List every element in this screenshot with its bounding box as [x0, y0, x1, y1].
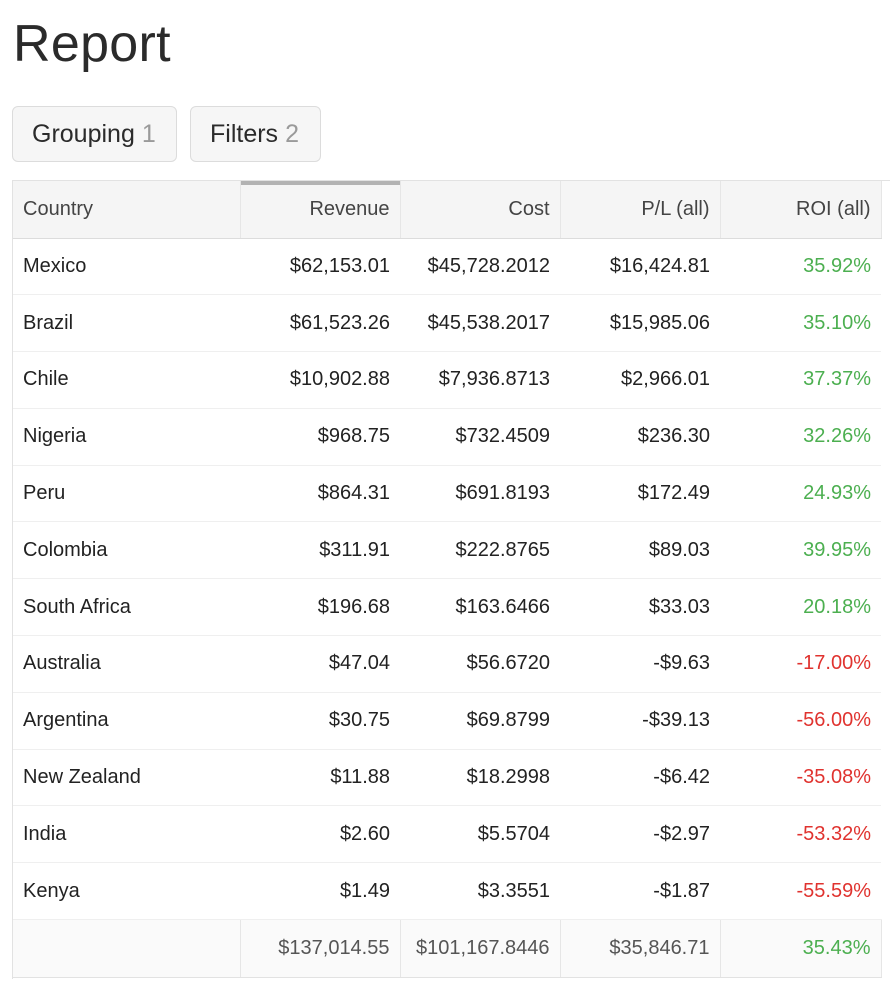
revenue-cell: $968.75 [240, 408, 400, 466]
roi-cell: 20.18% [720, 578, 881, 637]
revenue-cell: $1.49 [240, 862, 400, 921]
pl-cell: $15,985.06 [560, 294, 720, 353]
table-header-row: Country Revenue Cost P/L (all) ROI (all) [13, 181, 882, 239]
filters-label: Filters [210, 119, 279, 148]
page-title: Report [13, 15, 171, 73]
country-cell: Kenya [13, 862, 240, 921]
country-cell: Brazil [13, 294, 240, 353]
pl-cell: $89.03 [560, 521, 720, 580]
table-row[interactable]: Kenya $1.49 $3.3551 -$1.87 -55.59% [13, 862, 881, 921]
revenue-cell: $10,902.88 [240, 351, 400, 409]
grouping-count: 1 [141, 119, 156, 148]
table-row[interactable]: Brazil $61,523.26 $45,538.2017 $15,985.06 35… [13, 294, 881, 353]
cost-cell: $7,936.8713 [400, 351, 560, 409]
cost-cell: $18.2998 [400, 749, 560, 807]
revenue-cell: $47.04 [240, 635, 400, 693]
column-header-revenue[interactable]: Revenue [240, 181, 401, 239]
totals-country-cell [13, 919, 241, 979]
table-row[interactable]: New Zealand $11.88 $18.2998 -$6.42 -35.08% [13, 749, 881, 807]
table-row[interactable]: South Africa $196.68 $163.6466 $33.03 20.18% [13, 578, 881, 637]
pl-cell: -$2.97 [560, 805, 720, 864]
country-cell: Peru [13, 465, 240, 523]
pl-cell: $33.03 [560, 578, 720, 637]
totals-row: $137,014.55 $101,167.8446 $35,846.71 35.… [13, 919, 882, 979]
roi-cell: -55.59% [720, 862, 881, 921]
table-row[interactable]: Chile $10,902.88 $7,936.8713 $2,966.01 37.37… [13, 351, 881, 409]
cost-cell: $691.8193 [400, 465, 560, 523]
pl-cell: $2,966.01 [560, 351, 720, 409]
pl-cell: -$1.87 [560, 862, 720, 921]
column-header-pl[interactable]: P/L (all) [560, 181, 721, 239]
cost-cell: $69.8799 [400, 692, 560, 750]
column-header-cost[interactable]: Cost [400, 181, 561, 239]
country-cell: New Zealand [13, 749, 240, 807]
country-cell: Argentina [13, 692, 240, 750]
pl-cell: -$6.42 [560, 749, 720, 807]
revenue-cell: $311.91 [240, 521, 400, 580]
country-cell: India [13, 805, 240, 864]
totals-cost-cell: $101,167.8446 [400, 919, 561, 979]
totals-revenue-cell: $137,014.55 [240, 919, 401, 979]
cost-cell: $3.3551 [400, 862, 560, 921]
report-table: Country Revenue Cost P/L (all) ROI (all)… [13, 181, 882, 979]
pl-cell: $172.49 [560, 465, 720, 523]
totals-pl-cell: $35,846.71 [560, 919, 721, 979]
pl-cell: -$9.63 [560, 635, 720, 693]
totals-roi-cell: 35.43% [720, 919, 882, 979]
report-table-container: Country Revenue Cost P/L (all) ROI (all)… [12, 180, 890, 979]
country-cell: Mexico [13, 238, 240, 296]
pl-cell: $16,424.81 [560, 238, 720, 296]
cost-cell: $732.4509 [400, 408, 560, 466]
table-row[interactable]: Colombia $311.91 $222.8765 $89.03 39.95% [13, 521, 881, 580]
roi-cell: 37.37% [720, 351, 881, 409]
cost-cell: $5.5704 [400, 805, 560, 864]
cost-cell: $222.8765 [400, 521, 560, 580]
table-row[interactable]: Nigeria $968.75 $732.4509 $236.30 32.26% [13, 408, 881, 466]
filters-button[interactable]: Filters 2 [190, 106, 321, 162]
country-cell: South Africa [13, 578, 240, 637]
pl-cell: $236.30 [560, 408, 720, 466]
revenue-cell: $61,523.26 [240, 294, 400, 353]
roi-cell: 35.92% [720, 238, 881, 296]
roi-cell: -35.08% [720, 749, 881, 807]
roi-cell: 24.93% [720, 465, 881, 523]
country-cell: Nigeria [13, 408, 240, 466]
table-row[interactable]: Mexico $62,153.01 $45,728.2012 $16,424.81 35… [13, 238, 881, 296]
cost-cell: $45,538.2017 [400, 294, 560, 353]
filters-count: 2 [285, 119, 299, 148]
table-row[interactable]: Peru $864.31 $691.8193 $172.49 24.93% [13, 465, 881, 523]
country-cell: Australia [13, 635, 240, 693]
cost-cell: $163.6466 [400, 578, 560, 637]
roi-cell: -56.00% [720, 692, 881, 750]
roi-cell: 39.95% [720, 521, 881, 580]
revenue-cell: $864.31 [240, 465, 400, 523]
country-cell: Colombia [13, 521, 240, 580]
roi-cell: 32.26% [720, 408, 881, 466]
cost-cell: $45,728.2012 [400, 238, 560, 296]
revenue-cell: $30.75 [240, 692, 400, 750]
cost-cell: $56.6720 [400, 635, 560, 693]
roi-cell: -17.00% [720, 635, 881, 693]
table-row[interactable]: India $2.60 $5.5704 -$2.97 -53.32% [13, 805, 881, 864]
grouping-label: Grouping [32, 119, 135, 148]
column-header-roi[interactable]: ROI (all) [720, 181, 882, 239]
revenue-cell: $196.68 [240, 578, 400, 637]
table-row[interactable]: Argentina $30.75 $69.8799 -$39.13 -56.00% [13, 692, 881, 750]
table-row[interactable]: Australia $47.04 $56.6720 -$9.63 -17.00% [13, 635, 881, 693]
revenue-cell: $2.60 [240, 805, 400, 864]
roi-cell: -53.32% [720, 805, 881, 864]
roi-cell: 35.10% [720, 294, 881, 353]
revenue-cell: $62,153.01 [240, 238, 400, 296]
column-header-country[interactable]: Country [13, 181, 241, 239]
pl-cell: -$39.13 [560, 692, 720, 750]
grouping-button[interactable]: Grouping 1 [12, 106, 177, 162]
revenue-cell: $11.88 [240, 749, 400, 807]
country-cell: Chile [13, 351, 240, 409]
